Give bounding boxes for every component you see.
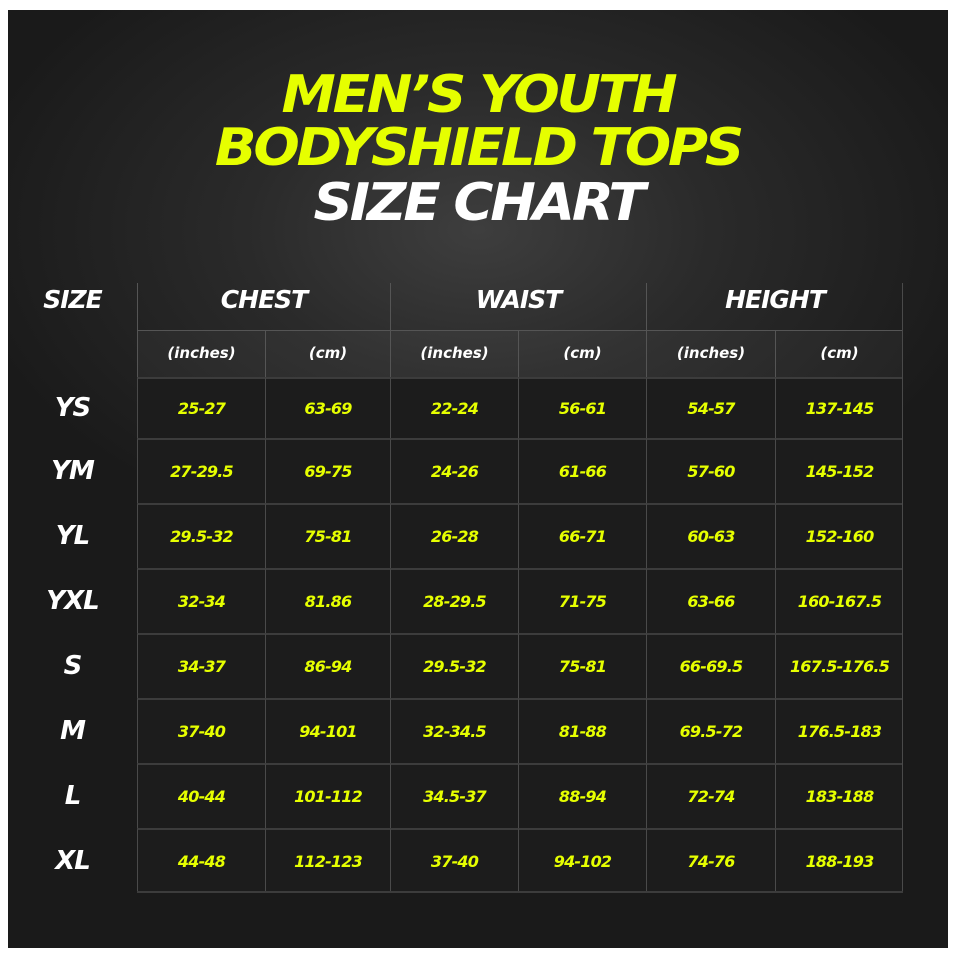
table-cell: 34.5-37: [390, 763, 518, 828]
table-cell: 86-94: [265, 633, 390, 698]
unit-header: (cm): [518, 330, 646, 377]
table-cell: 22-24: [390, 377, 518, 438]
table-cell: 188-193: [775, 828, 903, 893]
table-cell: 28-29.5: [390, 568, 518, 633]
table-cell: 183-188: [775, 763, 903, 828]
table-cell: 69-75: [265, 438, 390, 503]
title-line-2: BODYSHIELD TOPS: [214, 118, 744, 178]
size-label: M: [60, 715, 86, 746]
size-label: YL: [55, 520, 90, 551]
size-label: L: [64, 780, 82, 811]
table-cell: 63-66: [646, 568, 775, 633]
table-cell: 101-112: [265, 763, 390, 828]
table-border-bottom: [137, 891, 903, 893]
table-border-right: [902, 283, 903, 893]
unit-header: (cm): [265, 330, 390, 377]
table-cell: 81-88: [518, 698, 646, 763]
column-group-header-chest: CHEST: [137, 283, 390, 330]
size-label: XL: [55, 845, 91, 876]
table-cell: 61-66: [518, 438, 646, 503]
table-cell: 145-152: [775, 438, 903, 503]
table-cell: 94-102: [518, 828, 646, 893]
table-cell: 54-57: [646, 377, 775, 438]
table-cell: 56-61: [518, 377, 646, 438]
title-line-1: MEN’S YOUTH: [281, 65, 677, 125]
table-cell: 88-94: [518, 763, 646, 828]
title-line-3: SIZE CHART: [313, 173, 646, 233]
table-cell: 60-63: [646, 503, 775, 568]
table-cell: 167.5-176.5: [775, 633, 903, 698]
table-cell: 27-29.5: [137, 438, 265, 503]
column-group-header-waist: WAIST: [390, 283, 646, 330]
table-cell: 29.5-32: [137, 503, 265, 568]
table-cell: 32-34.5: [390, 698, 518, 763]
unit-header: (cm): [775, 330, 903, 377]
table-cell: 137-145: [775, 377, 903, 438]
table-cell: 29.5-32: [390, 633, 518, 698]
table-cell: 25-27: [137, 377, 265, 438]
table-cell: 40-44: [137, 763, 265, 828]
unit-header: (inches): [390, 330, 518, 377]
table-cell: 37-40: [137, 698, 265, 763]
unit-header: (inches): [137, 330, 265, 377]
table-cell: 71-75: [518, 568, 646, 633]
table-cell: 176.5-183: [775, 698, 903, 763]
table-cell: 112-123: [265, 828, 390, 893]
table-cell: 74-76: [646, 828, 775, 893]
table-cell: 57-60: [646, 438, 775, 503]
table-cell: 34-37: [137, 633, 265, 698]
table-cell: 81.86: [265, 568, 390, 633]
size-label: YS: [54, 392, 92, 423]
size-label: YM: [51, 455, 95, 486]
table-cell: 69.5-72: [646, 698, 775, 763]
table-cell: 66-69.5: [646, 633, 775, 698]
table-cell: 160-167.5: [775, 568, 903, 633]
size-label: S: [63, 650, 83, 681]
table-cell: 26-28: [390, 503, 518, 568]
table-cell: 152-160: [775, 503, 903, 568]
table-cell: 44-48: [137, 828, 265, 893]
table-cell: 63-69: [265, 377, 390, 438]
column-group-header-height: HEIGHT: [646, 283, 903, 330]
table-cell: 72-74: [646, 763, 775, 828]
table-cell: 24-26: [390, 438, 518, 503]
table-cell: 75-81: [265, 503, 390, 568]
table-cell: 66-71: [518, 503, 646, 568]
size-label: YXL: [46, 585, 99, 616]
table-cell: 32-34: [137, 568, 265, 633]
table-cell: 75-81: [518, 633, 646, 698]
unit-header: (inches): [646, 330, 775, 377]
size-column-header: SIZE: [43, 285, 103, 314]
table-cell: 37-40: [390, 828, 518, 893]
table-cell: 94-101: [265, 698, 390, 763]
